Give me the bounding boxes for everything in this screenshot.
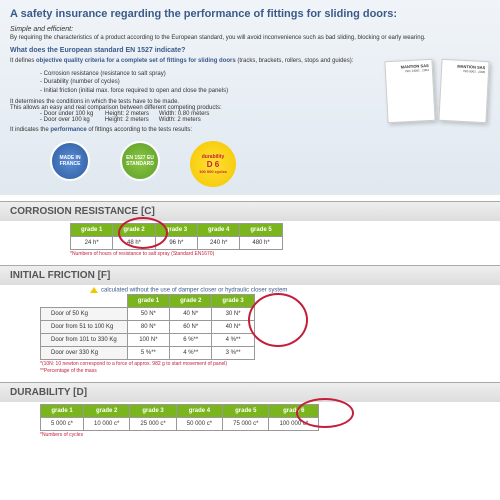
td: 80 N*: [127, 320, 169, 333]
td: 60 N*: [170, 320, 212, 333]
th: grade 2: [84, 404, 130, 417]
th: grade 4: [176, 404, 222, 417]
section-corrosion: CORROSION RESISTANCE [C]: [0, 201, 500, 221]
td: 100 N*: [127, 333, 169, 346]
th: grade 1: [71, 223, 113, 236]
highlight-circle: [248, 293, 308, 347]
td: 3 %**: [212, 346, 254, 359]
corrosion-table-wrap: grade 1grade 2grade 3grade 4grade 5 24 h…: [0, 221, 500, 259]
section-durability: DURABILITY [D]: [0, 382, 500, 402]
footnote: *(10N: 10 newton correspond to a force o…: [40, 361, 490, 367]
td: 4 %**: [212, 333, 254, 346]
th: grade 3: [130, 404, 176, 417]
td: 100 000 c*: [269, 417, 319, 430]
question: What does the European standard EN 1527 …: [10, 47, 490, 54]
calc-text: calculated without the use of damper clo…: [101, 288, 287, 294]
footnote: *Numbers of cycles: [40, 432, 490, 438]
doc-iso14001: MANTION SAS ISO 14001 : 2004: [384, 59, 435, 123]
badge-france: MADE IN FRANCE: [50, 141, 90, 181]
th: grade 3: [155, 223, 197, 236]
defines-hl: objective quality criteria for a complet…: [36, 58, 236, 64]
perf-prefix: It indicates the: [10, 127, 50, 133]
footnote: *Numbers of hours of resistance to salt …: [70, 251, 490, 257]
td: 6 %**: [170, 333, 212, 346]
th: grade 1: [41, 404, 84, 417]
durability-table: grade 1grade 2grade 3grade 4grade 5grade…: [40, 404, 319, 431]
td: 40 N*: [212, 320, 254, 333]
td: 10 000 c*: [84, 417, 130, 430]
badge-label: EN 1527 EU STANDARD: [122, 155, 158, 167]
rowhead: Door over 330 Kg: [41, 346, 128, 359]
badge-line: 100 000 cycles: [199, 169, 227, 174]
doc-iso9001: MANTION SAS ISO 9001 : 2008: [438, 59, 489, 123]
td: 48 h*: [113, 236, 155, 249]
defines-suffix: (tracks, brackets, rollers, stops and gu…: [236, 58, 354, 64]
td: 75 000 c*: [223, 417, 269, 430]
warning-icon: [90, 287, 98, 293]
certificate-docs: MANTION SAS ISO 14001 : 2004 MANTION SAS…: [386, 60, 488, 122]
th: grade 2: [170, 294, 212, 307]
friction-table: grade 1grade 2grade 3 Door of 50 Kg50 N*…: [40, 294, 255, 360]
th: grade 6: [269, 404, 319, 417]
perf-hl: performance: [50, 127, 86, 133]
calc-note: calculated without the use of damper clo…: [90, 287, 490, 294]
badges: MADE IN FRANCE EN 1527 EU STANDARD durab…: [50, 141, 490, 187]
td: 50 N*: [127, 307, 169, 320]
td: 25 000 c*: [130, 417, 176, 430]
doc-sub: ISO 14001 : 2004: [389, 68, 429, 74]
footnote: **Percentage of the mass: [40, 368, 490, 374]
badge-durability: durabilityD 6100 000 cycles: [190, 141, 236, 187]
rowhead: Door from 51 to 100 Kg: [41, 320, 128, 333]
th: grade 1: [127, 294, 169, 307]
td: 50 000 c*: [176, 417, 222, 430]
section-friction: INITIAL FRICTION [F]: [0, 265, 500, 285]
td: 480 h*: [240, 236, 282, 249]
perf-text: It indicates the performance of fittings…: [10, 127, 490, 133]
badge-label: MADE IN FRANCE: [52, 155, 88, 167]
rowhead: Door of 50 Kg: [41, 307, 128, 320]
td: 240 h*: [198, 236, 240, 249]
perf-suffix: of fittings according to the tests resul…: [87, 127, 192, 133]
td: 4 %**: [170, 346, 212, 359]
td: 5 %**: [127, 346, 169, 359]
th: grade 5: [240, 223, 282, 236]
td: 40 N*: [170, 307, 212, 320]
th: grade 4: [198, 223, 240, 236]
rowhead: Door from 101 to 330 Kg: [41, 333, 128, 346]
badge-en1527: EN 1527 EU STANDARD: [120, 141, 160, 181]
page-title: A safety insurance regarding the perform…: [10, 8, 490, 20]
subtitle: Simple and efficient:: [10, 26, 490, 33]
corrosion-table: grade 1grade 2grade 3grade 4grade 5 24 h…: [70, 223, 283, 250]
td: 5 000 c*: [41, 417, 84, 430]
th: grade 5: [223, 404, 269, 417]
td: 30 N*: [212, 307, 254, 320]
th: grade 2: [113, 223, 155, 236]
td: 96 h*: [155, 236, 197, 249]
doc-sub: ISO 9001 : 2008: [445, 68, 485, 74]
td: 24 h*: [71, 236, 113, 249]
durability-table-wrap: grade 1grade 2grade 3grade 4grade 5grade…: [0, 402, 500, 440]
subtext: By requiring the characteristics of a pr…: [10, 35, 490, 41]
th: grade 3: [212, 294, 254, 307]
friction-table-wrap: calculated without the use of damper clo…: [0, 285, 500, 376]
defines-prefix: It defines: [10, 58, 36, 64]
